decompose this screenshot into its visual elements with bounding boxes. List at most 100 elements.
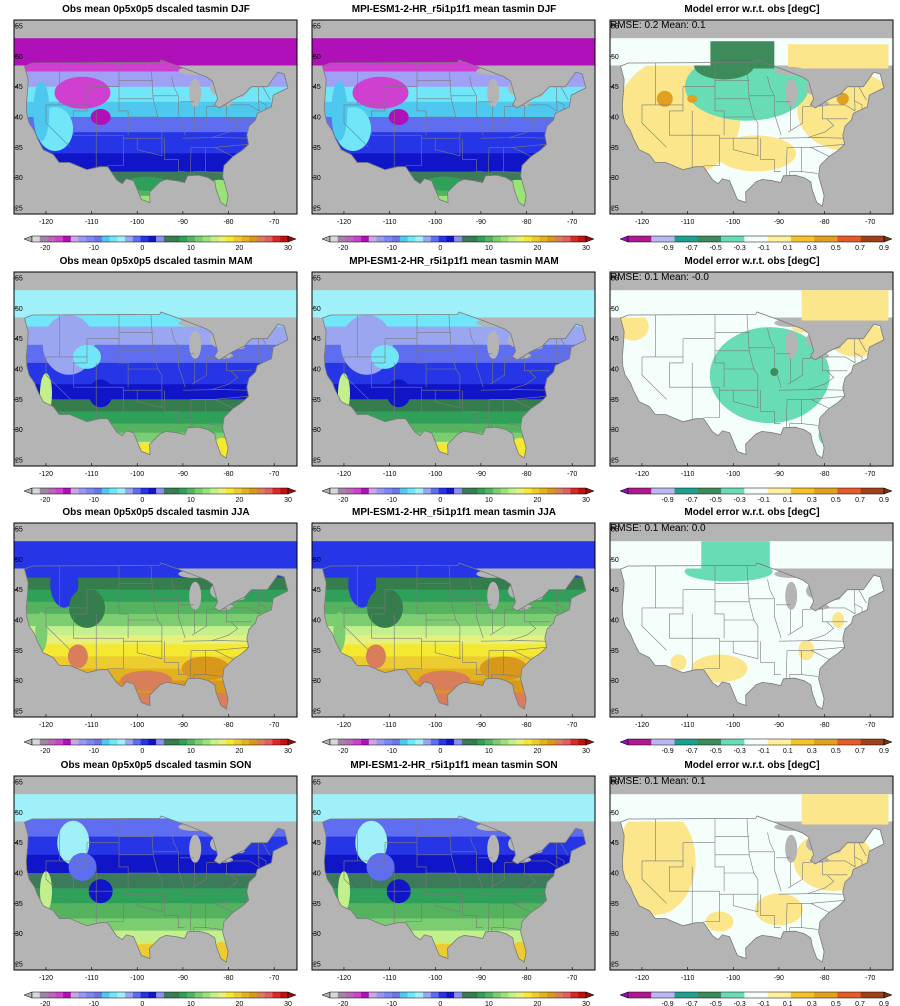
lon-tick-label: -70: [567, 722, 577, 729]
lat-tick-label: 40: [611, 115, 619, 122]
colorbar-label: -0.1: [758, 748, 770, 755]
colorbar-swatch: [492, 236, 501, 242]
lon-tick-label: -110: [681, 219, 695, 226]
colorbar-low-arrow: [619, 738, 629, 746]
colorbar-swatch: [280, 739, 289, 745]
lon-tick-label: -100: [726, 722, 740, 729]
colorbar-label: 0.5: [831, 245, 841, 252]
colorbar-label: 20: [236, 497, 244, 504]
lon-tick-label: -120: [39, 471, 53, 478]
lat-tick-label: 30: [15, 427, 23, 434]
colorbar-label: 0.1: [783, 245, 793, 252]
colorbar-label: -20: [40, 1001, 50, 1006]
colorbar-swatch: [837, 739, 862, 745]
colorbar-swatch: [523, 739, 532, 745]
panel-title: MPI-ESM1-2-HR_r5i1p1f1 mean tasmin DJF: [351, 4, 557, 15]
lat-tick-label: 45: [15, 587, 23, 594]
colorbar-swatch: [415, 739, 424, 745]
colorbar-swatch: [539, 739, 548, 745]
colorbar-swatch: [70, 236, 79, 242]
colorbar-swatch: [55, 488, 64, 494]
colorbar-swatch: [392, 739, 401, 745]
lat-tick-label: 50: [15, 54, 23, 61]
lake: [487, 78, 500, 107]
colorbar-swatch: [148, 739, 157, 745]
colorbar-swatch: [32, 236, 41, 242]
colorbar-swatch: [70, 739, 79, 745]
colorbar-swatch: [210, 488, 219, 494]
colorbar-swatch: [570, 236, 579, 242]
coastline: [24, 59, 289, 207]
colorbar-swatch: [376, 236, 385, 242]
colorbar-swatch: [194, 992, 203, 998]
colorbar-swatch: [337, 992, 346, 998]
colorbar-swatch: [407, 488, 416, 494]
state-borders: [45, 62, 271, 177]
colorbar-swatch: [202, 739, 211, 745]
lat-tick-label: 45: [313, 84, 321, 91]
colorbar-swatch: [101, 739, 110, 745]
lon-tick-label: -100: [428, 219, 442, 226]
lake: [530, 849, 543, 854]
colorbar-label: -0.9: [662, 748, 674, 755]
colorbar-low-arrow: [321, 738, 331, 746]
colorbar-swatch: [63, 236, 72, 242]
lon-tick-label: -110: [85, 219, 99, 226]
colorbar-label: -0.9: [662, 497, 674, 504]
colorbar-swatch: [345, 236, 354, 242]
colorbar-swatch: [837, 236, 862, 242]
colorbar-low-arrow: [23, 487, 33, 495]
lon-tick-label: -90: [774, 471, 784, 478]
colorbar-high-arrow: [287, 235, 297, 243]
lake: [508, 332, 523, 347]
colorbar-label: -0.5: [710, 245, 722, 252]
colorbar-swatch: [345, 739, 354, 745]
colorbar-swatch: [337, 488, 346, 494]
colorbar-swatch: [361, 739, 370, 745]
colorbar-swatch: [210, 992, 219, 998]
lat-tick-label: 40: [15, 618, 23, 625]
colorbar-swatch: [194, 739, 203, 745]
coastline: [322, 59, 587, 207]
colorbar-label: 30: [582, 748, 590, 755]
colorbar-swatch: [399, 236, 408, 242]
colorbar-swatch: [78, 488, 87, 494]
map-panel-model-djf: MPI-ESM1-2-HR_r5i1p1f1 mean tasmin DJF 25…: [308, 0, 600, 252]
colorbar-swatch: [837, 488, 862, 494]
state-borders: [343, 314, 569, 429]
colorbar-label: 30: [284, 748, 292, 755]
colorbar-swatch: [368, 236, 377, 242]
state-borders: [343, 62, 569, 177]
colorbar-swatch: [94, 992, 103, 998]
colorbar-swatch: [508, 236, 517, 242]
colorbar-swatch: [767, 739, 792, 745]
colorbar-swatch: [384, 739, 393, 745]
lake: [828, 345, 841, 350]
lon-tick-label: -70: [567, 975, 577, 982]
colorbar-high-arrow: [883, 991, 893, 999]
panel-title: Model error w.r.t. obs [degC]: [684, 4, 820, 15]
colorbar-low-arrow: [619, 235, 629, 243]
colorbar-swatch: [554, 992, 564, 998]
coastline: [24, 562, 289, 710]
lat-tick-label: 45: [15, 84, 23, 91]
lat-tick-label: 25: [611, 961, 619, 968]
colorbar-label: -0.9: [662, 245, 674, 252]
colorbar-swatch: [697, 992, 722, 998]
colorbar-swatch: [570, 739, 579, 745]
lake: [828, 93, 841, 98]
lat-tick-label: 50: [611, 54, 619, 61]
colorbar-swatch: [163, 488, 172, 494]
lon-tick-label: -100: [726, 219, 740, 226]
state-borders: [45, 565, 271, 680]
colorbar-swatch: [860, 992, 885, 998]
colorbar-swatch: [345, 992, 354, 998]
colorbar-swatch: [547, 236, 556, 242]
error-stats: RMSE: 0.1 Mean: 0.0: [610, 523, 706, 534]
colorbar-swatch: [516, 992, 525, 998]
temperature-colorbar: -20 -10 0 10 20 30: [321, 487, 595, 504]
colorbar-swatch: [767, 992, 792, 998]
colorbar-swatch: [814, 739, 838, 745]
colorbar-swatch: [210, 236, 219, 242]
